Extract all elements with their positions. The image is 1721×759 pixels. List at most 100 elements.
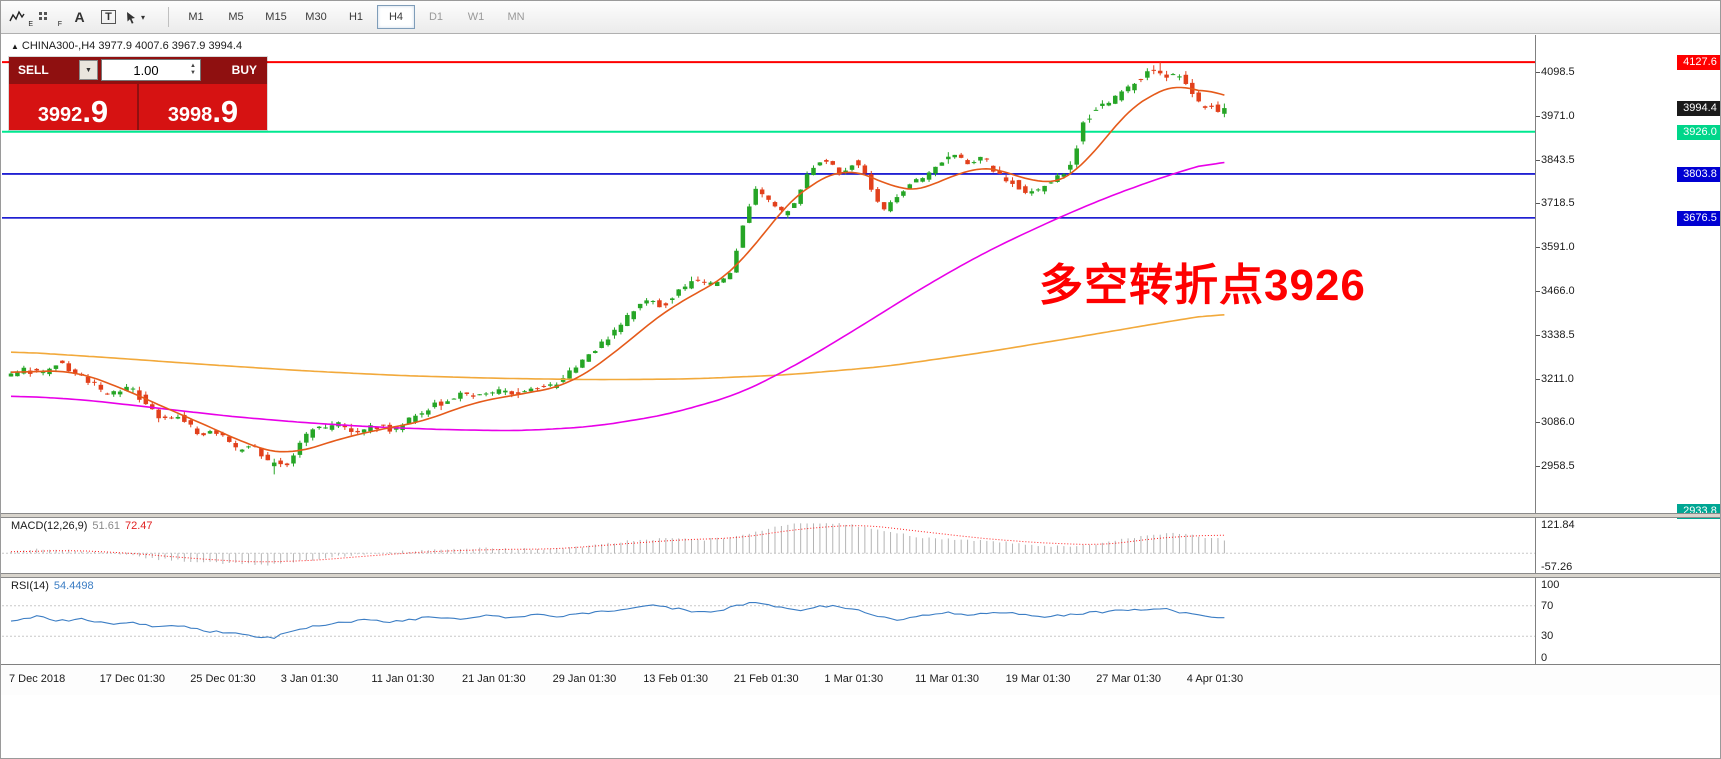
axis-tick: [1536, 116, 1540, 118]
time-label: 25 Dec 01:30: [190, 673, 256, 685]
price-badge: 4127.6: [1677, 55, 1720, 71]
panel-divider[interactable]: [1, 513, 1720, 518]
grid-glyph: [39, 11, 47, 20]
time-label: 11 Mar 01:30: [915, 673, 980, 685]
panel-divider[interactable]: [1, 573, 1720, 578]
price-label: 3971.0: [1541, 110, 1575, 123]
axis-tick: [1536, 290, 1540, 292]
timeframe-d1[interactable]: D1: [428, 11, 444, 23]
price-axis[interactable]: 4098.5 3971.0 3843.5 3718.5 3591.0 3466.0 3338…: [1535, 35, 1720, 664]
time-label: 21 Jan 01:30: [462, 673, 526, 685]
price-label: 2958.5: [1541, 459, 1575, 472]
toolbar-separator: [168, 7, 169, 27]
sell-button[interactable]: SELL: [18, 63, 49, 77]
indicator-grid-icon[interactable]: F: [36, 4, 65, 30]
time-label: 27 Mar 01:30: [1096, 673, 1162, 685]
volume-field-wrap: ▲ ▼: [101, 59, 201, 81]
price-label: 3466.0: [1541, 284, 1575, 297]
price-label: 3591.0: [1541, 241, 1575, 254]
top-toolbar: E F A T ▾ M1 M5 M15 M30 H1 H4 D1 W1 MN: [1, 1, 1720, 34]
sell-price[interactable]: 3992.9: [9, 84, 137, 130]
timeframe-m1[interactable]: M1: [188, 11, 204, 23]
axis-tick: [1536, 72, 1540, 74]
rsi-axis-label: 100: [1541, 579, 1560, 591]
ma-lines: [10, 86, 1225, 453]
price-badge: 3994.4: [1677, 101, 1720, 117]
price-label: 4098.5: [1541, 66, 1575, 79]
time-label: 17 Dec 01:30: [99, 673, 166, 685]
price-label: 3718.5: [1541, 197, 1575, 210]
volume-dropdown-button[interactable]: ▼: [79, 60, 98, 80]
rsi-name: RSI(14): [11, 580, 49, 592]
chevron-down-icon: ▼: [85, 66, 92, 74]
cursor-glyph: [127, 11, 135, 24]
time-label: 11 Jan 01:30: [371, 673, 435, 685]
time-label: 21 Feb 01:30: [733, 673, 799, 685]
time-label: 1 Mar 01:30: [824, 673, 884, 685]
spinner-down-icon[interactable]: ▼: [190, 70, 196, 76]
axis-tick: [1536, 421, 1540, 423]
symbol-marker-icon: ▲: [11, 42, 19, 51]
rsi-axis-label: 30: [1541, 630, 1554, 643]
rsi-axis-label: 0: [1541, 652, 1548, 664]
symbol-header: ▲ CHINA300-,H4 3977.9 4007.6 3967.9 3994.…: [11, 40, 242, 52]
timeframe-h4[interactable]: H4: [377, 5, 415, 29]
timeframe-m5[interactable]: M5: [228, 11, 244, 23]
chevron-down-icon: ▾: [140, 12, 145, 22]
time-label: 7 Dec 2018: [9, 673, 66, 685]
macd-label: MACD(12,26,9) 51.61 72.47: [11, 520, 152, 532]
trade-panel-price-row: 3992.9 3998.9: [9, 83, 267, 130]
icon-sub-label: F: [57, 21, 62, 28]
main-chart[interactable]: [2, 35, 1535, 513]
timeframe-mn[interactable]: MN: [507, 11, 525, 23]
axis-tick: [1536, 465, 1540, 467]
timeframe-h1[interactable]: H1: [348, 11, 364, 23]
price-badge: 3676.5: [1677, 210, 1720, 226]
one-click-trade-panel: SELL ▼ ▲ ▼ BUY 3992.9 3998.9: [9, 57, 267, 130]
symbol-ohlc-text: CHINA300-,H4 3977.9 4007.6 3967.9 3994.4: [21, 40, 243, 52]
macd-main-value: 51.61: [92, 520, 120, 532]
rsi-value: 54.4498: [53, 580, 94, 592]
price-badge: 3926.0: [1677, 124, 1720, 140]
price-badge: 3803.8: [1677, 166, 1720, 182]
price-label: 3843.5: [1541, 154, 1575, 167]
price-label: 3086.0: [1541, 415, 1575, 428]
buy-price[interactable]: 3998.9: [139, 84, 267, 130]
axis-tick: [1536, 334, 1540, 336]
axis-tick: [1536, 247, 1540, 249]
macd-histogram: [10, 523, 1225, 566]
sell-price-big: .9: [82, 93, 109, 129]
macd-signal-value: 72.47: [124, 520, 153, 532]
timeframe-m15[interactable]: M15: [265, 11, 287, 23]
trade-panel-top-row: SELL ▼ ▲ ▼ BUY: [9, 57, 267, 83]
text-box-icon[interactable]: T: [94, 4, 123, 30]
buy-price-prefix: 3998: [167, 104, 213, 126]
volume-input[interactable]: [102, 61, 200, 79]
time-axis[interactable]: 7 Dec 2018 17 Dec 01:30 25 Dec 01:30 3 Jan …: [1, 664, 1720, 695]
time-label: 3 Jan 01:30: [280, 673, 339, 685]
macd-axis-label: -57.26: [1541, 561, 1573, 573]
chart-lines-icon[interactable]: E: [7, 4, 36, 30]
price-label: 3211.0: [1541, 372, 1574, 385]
axis-tick: [1536, 378, 1540, 380]
time-label: 13 Feb 01:30: [643, 673, 709, 685]
volume-spinner: ▲ ▼: [187, 60, 199, 80]
buy-price-big: .9: [212, 93, 239, 129]
sell-price-prefix: 3992: [37, 104, 83, 126]
timeframe-m30[interactable]: M30: [305, 11, 327, 23]
text-a-icon[interactable]: A: [74, 9, 85, 25]
rsi-label: RSI(14) 54.4498: [11, 580, 94, 592]
timeframe-group: M1 M5 M15 M30 H1 H4 D1 W1 MN: [176, 5, 536, 29]
timeframe-w1[interactable]: W1: [467, 11, 485, 23]
price-label: 3338.5: [1541, 328, 1575, 341]
rsi-line: [10, 602, 1225, 639]
buy-button[interactable]: BUY: [231, 63, 257, 77]
rsi-panel-chart[interactable]: [2, 578, 1535, 664]
chart-annotation-text: 多空转折点3926: [1039, 261, 1366, 310]
cursor-dropdown-icon[interactable]: ▾: [123, 4, 161, 30]
spinner-up-icon[interactable]: ▲: [190, 63, 196, 69]
macd-name: MACD(12,26,9): [11, 520, 88, 532]
macd-panel-chart[interactable]: [2, 518, 1535, 573]
time-label: 4 Apr 01:30: [1186, 673, 1244, 685]
